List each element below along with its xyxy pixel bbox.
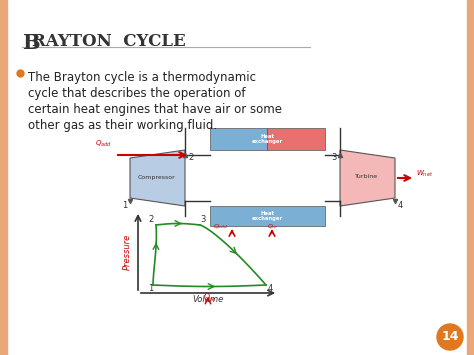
Text: $Q_{re}$: $Q_{re}$: [203, 292, 217, 305]
Polygon shape: [340, 150, 395, 206]
Bar: [210, 128, 267, 150]
Text: certain heat engines that have air or some: certain heat engines that have air or so…: [28, 103, 282, 116]
Text: B: B: [22, 33, 40, 53]
Circle shape: [437, 324, 463, 350]
Text: 3: 3: [201, 215, 206, 224]
Text: 4: 4: [267, 284, 273, 293]
Text: Turbine: Turbine: [356, 175, 379, 180]
Bar: [267, 128, 325, 150]
Text: 2: 2: [148, 215, 154, 224]
Polygon shape: [130, 150, 185, 206]
Bar: [210, 206, 325, 226]
Text: RAYTON  CYCLE: RAYTON CYCLE: [32, 33, 186, 50]
Text: other gas as their working fluid.: other gas as their working fluid.: [28, 119, 217, 132]
Text: 2: 2: [188, 153, 193, 162]
Text: Heat
exchanger: Heat exchanger: [252, 133, 283, 144]
Text: 14: 14: [441, 331, 459, 344]
Bar: [467, 0, 474, 355]
Text: 1: 1: [122, 201, 127, 210]
Text: $Q_{add}$: $Q_{add}$: [95, 139, 112, 149]
Bar: [0, 0, 7, 355]
Text: $W_{net}$: $W_{net}$: [416, 169, 433, 179]
Text: 3: 3: [332, 153, 337, 162]
Text: 1: 1: [148, 284, 154, 293]
Text: Pressure: Pressure: [122, 234, 131, 270]
Text: cycle that describes the operation of: cycle that describes the operation of: [28, 87, 246, 100]
Text: Compressor: Compressor: [138, 175, 176, 180]
Text: Heat
exchanger: Heat exchanger: [252, 211, 283, 222]
Text: The Brayton cycle is a thermodynamic: The Brayton cycle is a thermodynamic: [28, 71, 256, 84]
Text: Volume: Volume: [192, 295, 224, 304]
Text: 4: 4: [398, 201, 403, 210]
Text: $Q_{add}$: $Q_{add}$: [213, 222, 228, 231]
Text: $Q_{re}$: $Q_{re}$: [267, 222, 278, 231]
